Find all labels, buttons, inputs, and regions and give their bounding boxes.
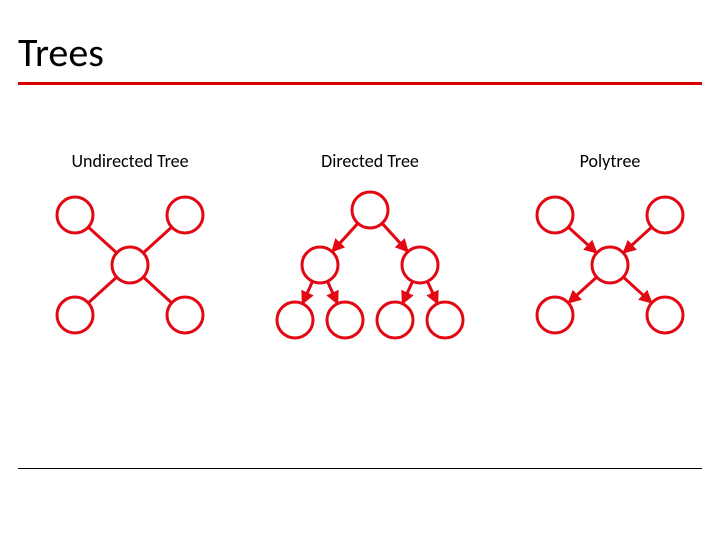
subtitle-polytree: Polytree (530, 150, 690, 172)
slide-title: Trees (18, 28, 104, 77)
diagram-undirected (30, 180, 230, 350)
diagram-directed (260, 180, 480, 350)
subtitle-undirected: Undirected Tree (50, 150, 210, 172)
bottom-divider (18, 468, 702, 469)
diagram-polytree (510, 180, 710, 350)
title-underline (18, 82, 702, 85)
subtitle-directed: Directed Tree (290, 150, 450, 172)
